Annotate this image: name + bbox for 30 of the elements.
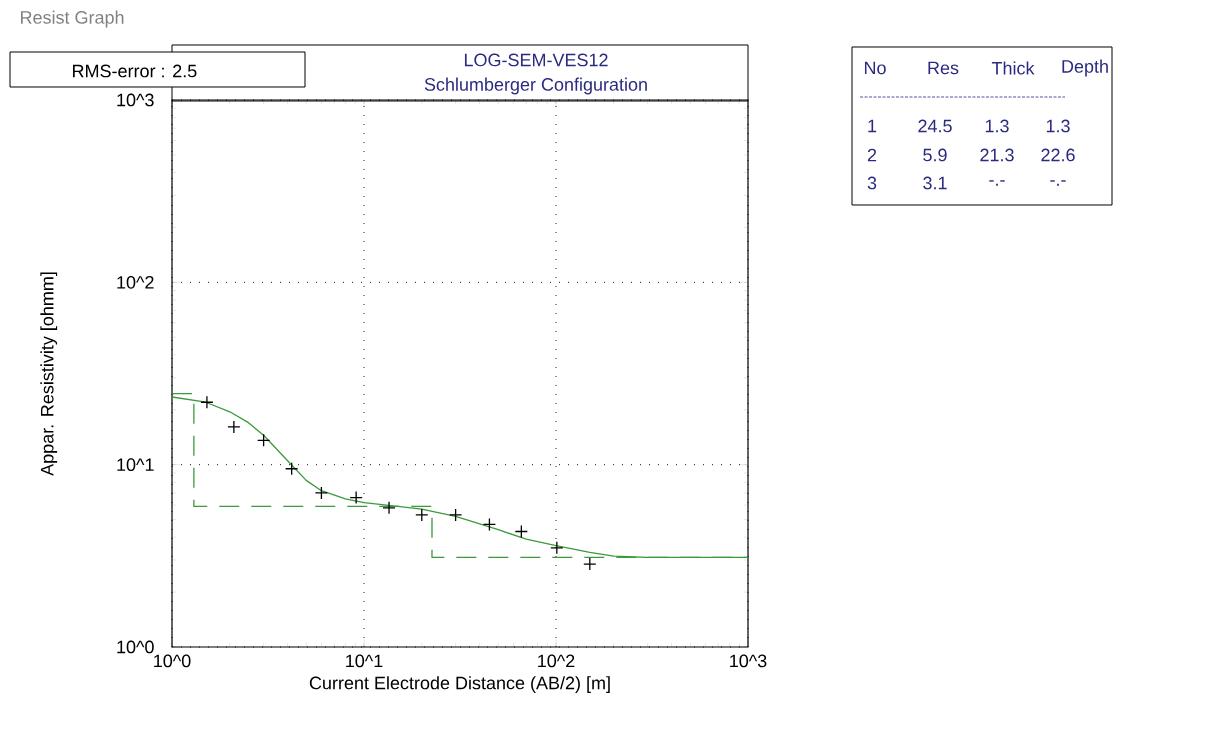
y-tick-label: 10^2: [117, 275, 154, 289]
x-tick-label: 10^1: [346, 654, 383, 668]
text: 1: [868, 119, 877, 133]
x-tick-label: 10^0: [154, 654, 191, 668]
chart-subtitle: Schlumberger Configuration: [424, 77, 647, 95]
text: 5.9: [923, 148, 947, 162]
text: -.-: [1050, 180, 1066, 186]
text: RMS-error : 2.5: [73, 64, 197, 78]
text: 1.3: [985, 119, 1009, 133]
text: 3: [867, 176, 877, 190]
text: 24.5: [918, 119, 952, 133]
text: 2: [867, 148, 877, 162]
x-tick-label: 10^3: [730, 654, 767, 668]
text: Thick: [991, 61, 1035, 75]
text: -.-: [989, 180, 1005, 186]
text: Resist Graph: [21, 10, 124, 28]
chart-title: LOG-SEM-VES12: [464, 53, 608, 67]
x-tick-label: 10^2: [538, 654, 575, 668]
y-tick-label: 10^3: [117, 93, 154, 107]
text: Res: [928, 61, 959, 75]
text: 1.3: [1046, 119, 1070, 133]
text: 21.3: [980, 148, 1014, 162]
x-axis-title: Current Electrode Distance (AB/2) [m]: [309, 676, 610, 693]
text: Depth: [1062, 59, 1108, 77]
text: 3.1: [923, 176, 947, 190]
text: No: [864, 61, 886, 75]
y-tick-label: 10^1: [117, 458, 154, 472]
y-tick-label: 10^0: [117, 640, 154, 654]
y-axis-title: Appar. Resistivity [ohmm]: [40, 272, 58, 476]
text: 22.6: [1041, 148, 1075, 162]
